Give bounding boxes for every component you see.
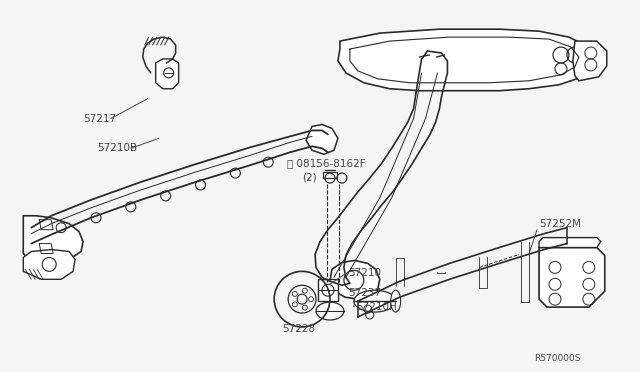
- Text: 57237: 57237: [348, 288, 381, 298]
- Ellipse shape: [354, 290, 396, 312]
- Ellipse shape: [316, 302, 344, 320]
- Text: Ⓑ 08156-8162F: Ⓑ 08156-8162F: [287, 158, 366, 168]
- Ellipse shape: [390, 290, 401, 312]
- Text: 57228: 57228: [282, 324, 316, 334]
- Polygon shape: [330, 260, 380, 299]
- Text: R570000S: R570000S: [534, 354, 580, 363]
- Polygon shape: [539, 247, 605, 307]
- Polygon shape: [23, 216, 83, 263]
- Polygon shape: [539, 238, 601, 247]
- Polygon shape: [338, 29, 591, 91]
- Polygon shape: [23, 250, 75, 279]
- Polygon shape: [573, 41, 607, 81]
- Text: 57210B: 57210B: [97, 143, 137, 153]
- Polygon shape: [306, 125, 338, 154]
- Polygon shape: [318, 279, 338, 301]
- Text: (2): (2): [302, 172, 317, 182]
- Text: 57217: 57217: [83, 113, 116, 124]
- Text: 57252M: 57252M: [539, 219, 581, 229]
- Polygon shape: [156, 59, 179, 89]
- Text: 57210: 57210: [348, 268, 381, 278]
- Text: 57210H: 57210H: [356, 302, 397, 312]
